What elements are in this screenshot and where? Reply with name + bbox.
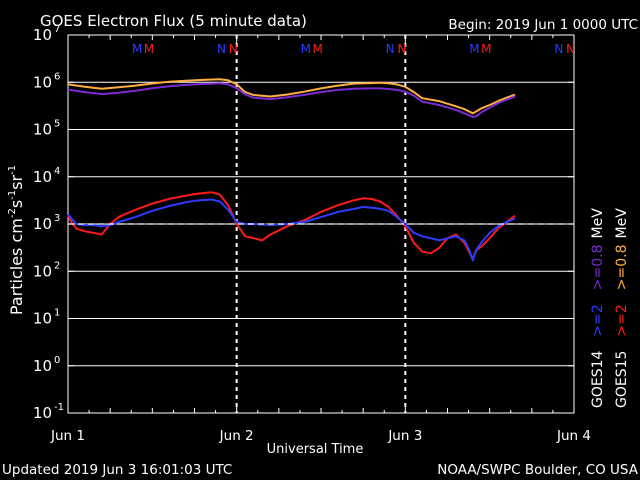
y-tick-label: 10 [33,215,52,233]
legend-column: GOES14>=2>=0.8MeV [590,208,606,408]
series-line [67,82,516,118]
local-time-markers: M M MM M MN N NN N N [132,42,575,56]
time-marker: N [554,42,563,56]
legend-column: GOES15>=2>=0.8MeV [614,208,630,408]
time-marker: M [301,42,311,56]
time-marker: M [132,42,142,56]
credit-label: NOAA/SWPC Boulder, CO USA [437,462,639,478]
y-tick-label: 10 [33,262,52,280]
legend-entry: GOES14>=2>=0.8MeV [590,208,606,408]
time-marker: M [144,42,154,56]
y-tick-exponent: 7 [54,24,60,35]
y-tick-exponent: 3 [54,213,60,224]
x-tick-label: Jun 4 [556,428,591,444]
chart-title: GOES Electron Flux (5 minute data) [40,12,307,30]
time-marker: N [229,42,238,56]
data-series [67,78,516,262]
y-tick-label: 10 [33,26,52,44]
y-tick-label: 10 [33,121,52,139]
time-marker: N [386,42,395,56]
series-line [67,198,516,262]
y-tick-label: 10 [33,404,52,422]
time-marker: M [312,42,322,56]
time-marker: N [397,42,406,56]
begin-date-label: Begin: 2019 Jun 1 0000 UTC [448,17,638,33]
series-line [67,78,516,115]
time-marker: N [217,42,226,56]
legend: GOES14>=2>=0.8MeV GOES15>=2>=0.8MeV [590,208,630,408]
y-axis-title: Particles cm-2s-1sr-1 [7,165,26,315]
x-axis-tick-labels: Jun 1 Jun 2 Jun 3 Jun 4 [50,35,591,444]
y-tick-exponent: 4 [54,166,60,177]
updated-timestamp: Updated 2019 Jun 3 16:01:03 UTC [2,462,232,478]
x-tick-label: Jun 1 [50,428,85,444]
day-dividers [235,35,407,413]
svg-text:Particles cm-2s-1sr-1: Particles cm-2s-1sr-1 [7,165,26,315]
x-tick-label: Jun 2 [219,428,254,444]
y-tick-exponent: 6 [54,71,60,82]
y-tick-exponent: 0 [54,355,60,366]
y-tick-exponent: 2 [54,260,60,271]
y-tick-exponent: -1 [54,402,64,413]
x-axis-title: Universal Time [267,442,364,457]
legend-entry: GOES15>=2>=0.8MeV [614,208,630,408]
time-marker: M [481,42,491,56]
y-tick-label: 10 [33,168,52,186]
y-tick-exponent: 1 [54,308,60,319]
y-tick-label: 10 [33,357,52,375]
y-tick-exponent: 5 [54,119,60,130]
time-marker: M [469,42,479,56]
time-marker: N [566,42,575,56]
y-tick-label: 10 [33,73,52,91]
x-tick-label: Jun 3 [387,428,422,444]
y-tick-label: 10 [33,310,52,328]
series-line [67,191,516,261]
